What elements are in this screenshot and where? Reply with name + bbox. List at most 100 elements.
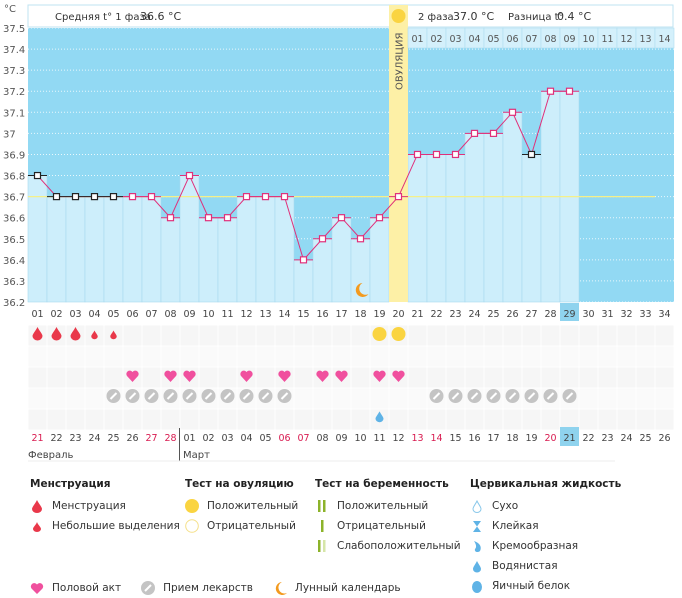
cycle-day-label: 34 — [658, 309, 670, 320]
watery-drop-icon — [375, 411, 384, 423]
row-cell — [141, 324, 162, 347]
cycle-day-label: 33 — [639, 309, 651, 320]
row-cell — [122, 408, 143, 431]
calendar-date-label: 17 — [487, 433, 499, 444]
calendar-date-label: 21 — [31, 433, 43, 444]
calendar-date-label: 06 — [278, 433, 290, 444]
temperature-point — [223, 214, 232, 222]
legend-item: Слабоположительный — [337, 540, 461, 552]
temperature-bar — [160, 217, 181, 303]
legend-item: Отрицательный — [207, 520, 296, 532]
heart-icon — [126, 370, 139, 382]
row-cell — [635, 408, 656, 431]
y-tick-label: 36.2 — [3, 298, 25, 309]
legend-title: Цервикальная жидкость — [470, 478, 622, 490]
temperature-point — [413, 150, 422, 159]
row-cell — [255, 366, 276, 389]
cycle-day-label: 10 — [202, 309, 214, 320]
row-cell — [521, 324, 542, 347]
temperature-point — [375, 214, 384, 222]
row-cell — [179, 345, 200, 368]
row-cell — [445, 345, 466, 368]
row-cell — [293, 366, 314, 389]
legend-item: Лунный календарь — [294, 582, 401, 594]
row-cell — [407, 408, 428, 431]
cycle-day-label: 03 — [69, 309, 81, 320]
negative-circle-icon — [185, 519, 199, 533]
pill-stripe — [489, 392, 498, 400]
temperature-point — [337, 214, 346, 222]
y-tick-label: 37.2 — [3, 87, 25, 98]
row-cell — [407, 366, 428, 389]
pill-stripe — [223, 392, 232, 400]
row-cell — [331, 387, 352, 410]
legend-title: Тест на овуляцию — [185, 478, 294, 490]
row-cell — [27, 387, 48, 410]
row-cell — [179, 324, 200, 347]
row-cell — [198, 345, 219, 368]
row-cell — [312, 408, 333, 431]
heart-icon — [183, 370, 196, 382]
row-cell — [217, 345, 238, 368]
row-cell — [654, 324, 675, 347]
row-cell — [464, 324, 485, 347]
blood-drop-icon — [32, 327, 43, 341]
row-cell — [179, 408, 200, 431]
legend-title: Менструация — [30, 478, 111, 490]
temperature-bar — [255, 196, 276, 303]
row-cell — [141, 408, 162, 431]
cycle-day-label: 08 — [164, 309, 176, 320]
cycle-day-label: 25 — [487, 309, 499, 320]
heart-icon — [278, 370, 291, 382]
pill-stripe — [261, 392, 270, 400]
temperature-point — [204, 214, 213, 222]
calendar-date-label: 21 — [563, 433, 575, 444]
legend-item: Менструация — [52, 500, 126, 512]
pill-stripe — [508, 392, 517, 400]
calendar-date-label: 07 — [297, 433, 309, 444]
temperature-bar — [331, 217, 352, 303]
temperature-bar — [445, 154, 466, 303]
ovulation-label: ОВУЛЯЦИЯ — [395, 33, 406, 91]
phase2-day-cell — [654, 27, 675, 49]
row-cell — [274, 345, 295, 368]
row-cell — [502, 408, 523, 431]
row-cell — [255, 345, 276, 368]
row-cell — [331, 324, 352, 347]
row-cell — [236, 408, 257, 431]
row-cell — [540, 408, 561, 431]
temperature-point — [33, 171, 42, 180]
heart-icon — [392, 370, 405, 382]
row-cell — [483, 345, 504, 368]
cycle-day-label: 01 — [31, 309, 43, 320]
cycle-day-label: 28 — [544, 309, 556, 320]
row-cell — [464, 408, 485, 431]
heart-icon — [316, 370, 329, 382]
row-cell — [65, 387, 86, 410]
cycle-day-label: 14 — [278, 309, 290, 320]
cycle-day-label: 21 — [411, 309, 423, 320]
calendar-date-label: 16 — [468, 433, 480, 444]
egg-white-icon — [470, 580, 484, 593]
heart-icon — [30, 582, 44, 595]
temperature-point — [299, 256, 308, 264]
phase1-value: 36.6 °C — [140, 10, 181, 23]
row-cell — [255, 408, 276, 431]
row-cell — [65, 345, 86, 368]
row-cell — [46, 408, 67, 431]
row-cell — [369, 345, 390, 368]
calendar-date-label: 10 — [354, 433, 366, 444]
legend-item: Клейкая — [492, 520, 539, 532]
temperature-point — [261, 193, 270, 201]
blood-drop-icon — [30, 499, 44, 513]
temperature-chart: °C Средняя t° 1 фаза 36.6 °C 2 фаза 37.0… — [3, 4, 675, 462]
moon-icon — [355, 283, 369, 297]
temperature-bar — [141, 196, 162, 303]
unit-label: °C — [4, 4, 16, 15]
temperature-point — [109, 193, 118, 201]
blood-drop-icon — [51, 327, 62, 341]
temperature-bar — [103, 196, 124, 303]
pill-stripe — [280, 392, 289, 400]
legend-item: Водянистая — [492, 560, 558, 572]
y-tick-label: 36.6 — [3, 214, 25, 225]
